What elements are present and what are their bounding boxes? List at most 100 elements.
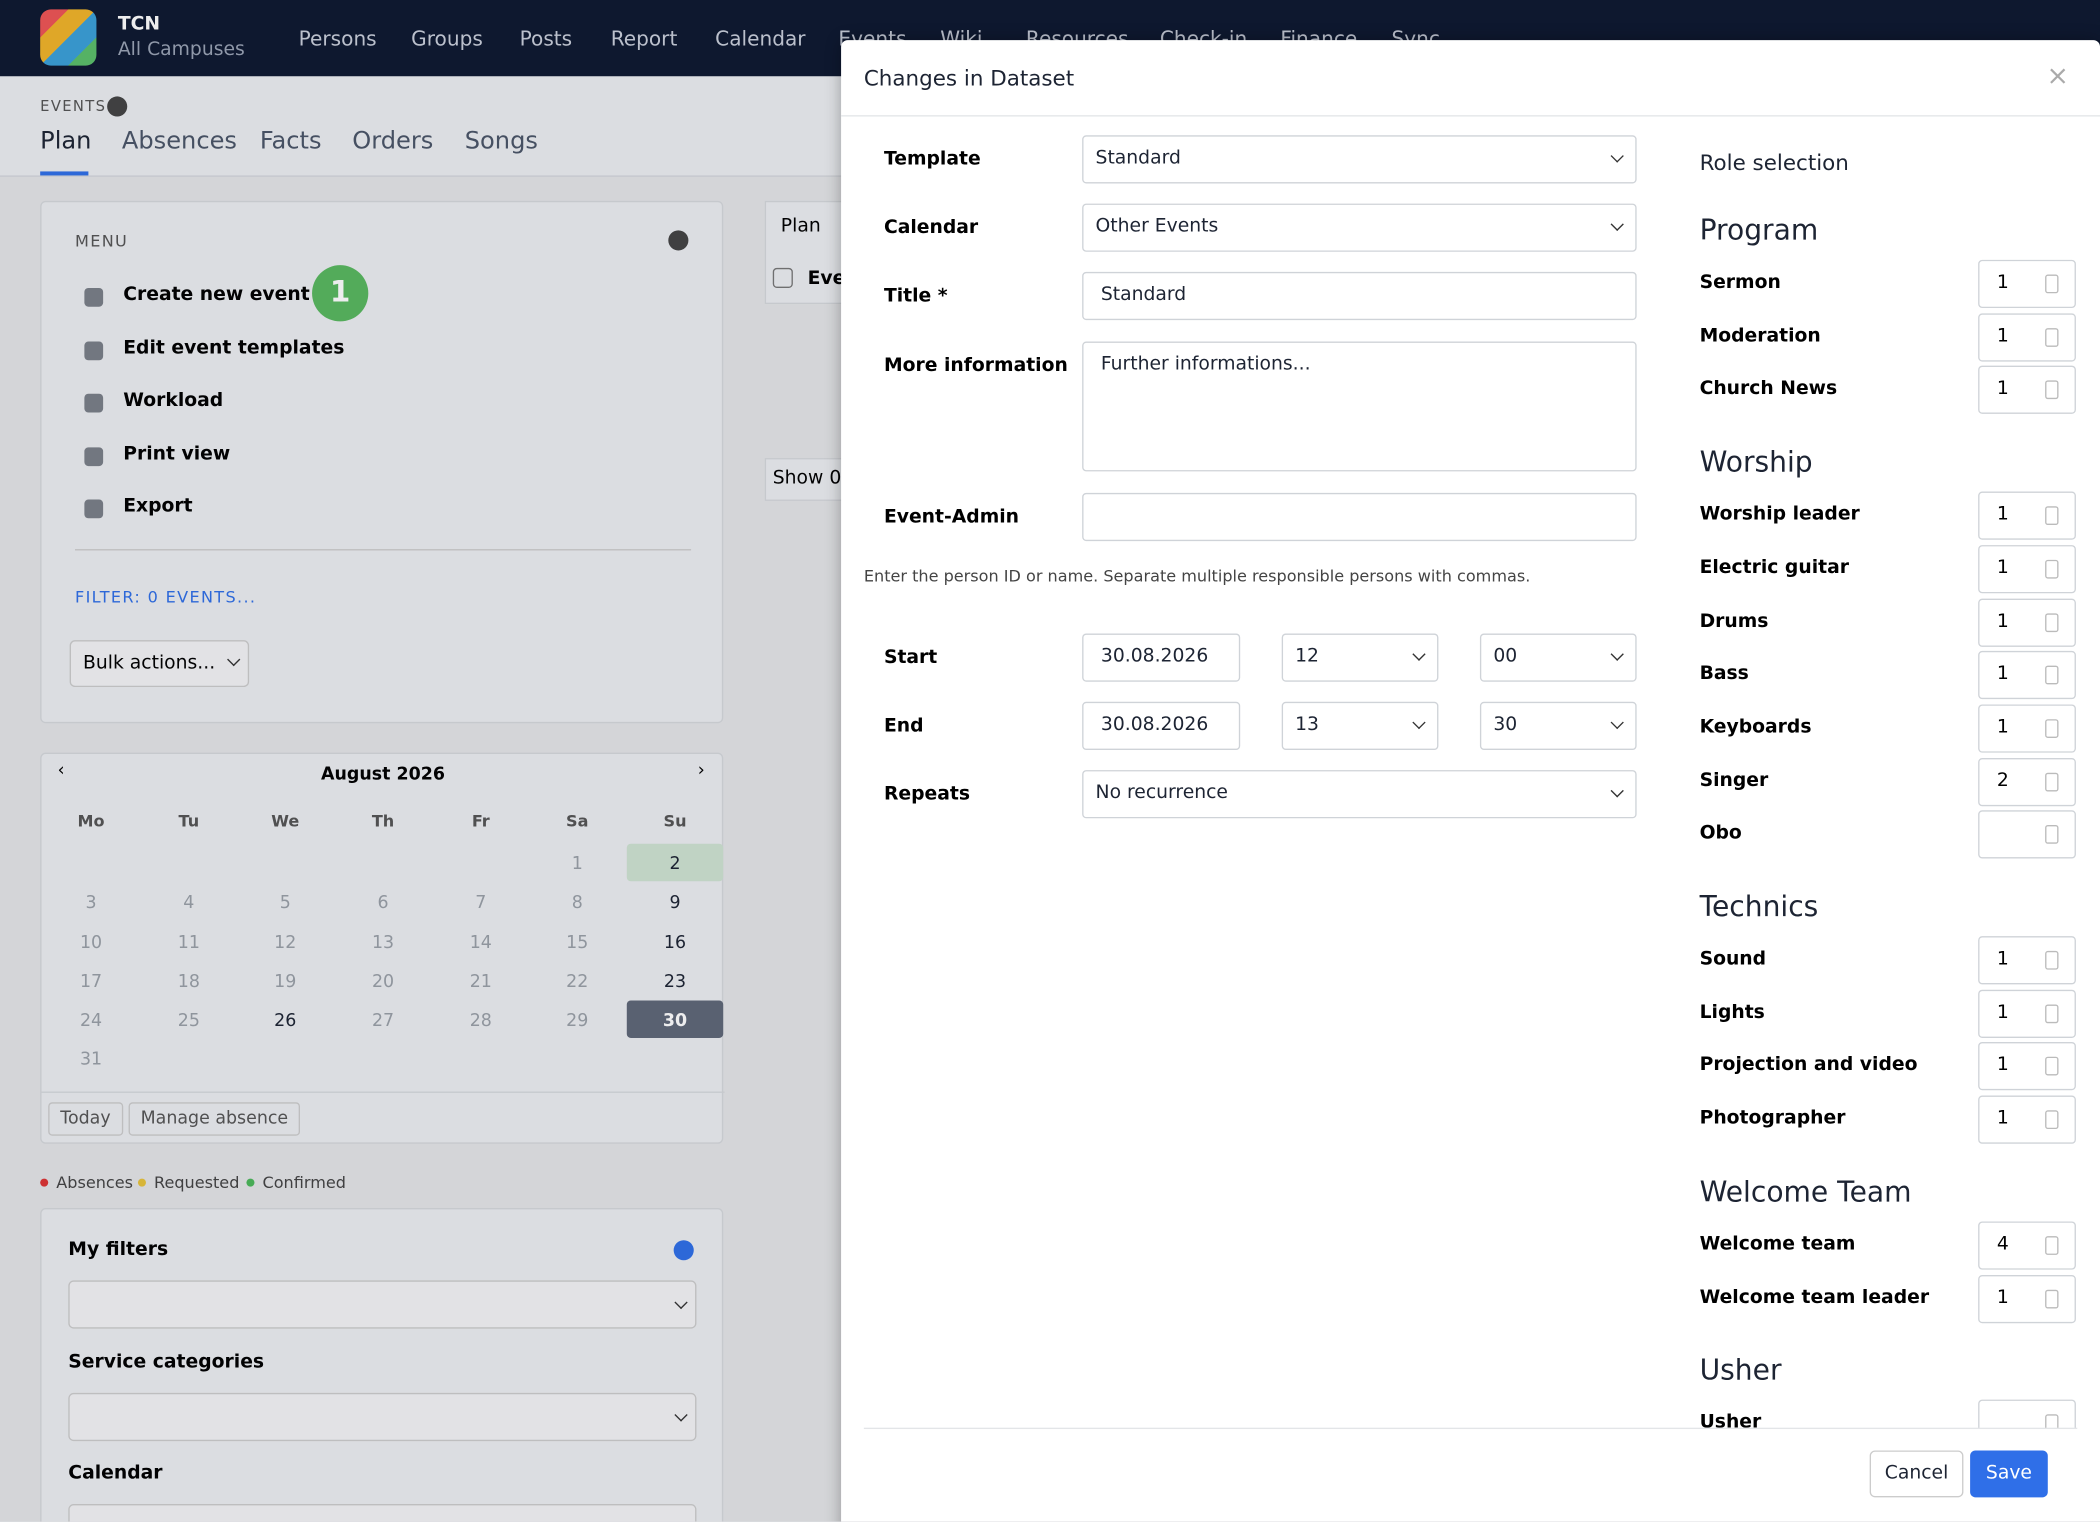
day[interactable]: 3 <box>85 893 97 914</box>
day[interactable]: 2 <box>669 854 681 875</box>
menu-item[interactable]: Workload <box>123 389 224 412</box>
role-count[interactable] <box>1978 810 2076 859</box>
role-count[interactable]: 1 <box>1978 1274 2076 1323</box>
role-count[interactable]: 1 <box>1978 1042 2076 1091</box>
next[interactable]: › <box>697 760 705 781</box>
day[interactable]: 25 <box>177 1011 200 1032</box>
day[interactable]: 7 <box>475 893 487 914</box>
day[interactable]: 22 <box>566 972 589 993</box>
tab[interactable]: Orders <box>352 127 434 156</box>
spinner <box>2045 612 2059 632</box>
prev[interactable]: ‹ <box>57 760 65 781</box>
day[interactable]: 8 <box>571 893 583 914</box>
nav-item[interactable]: Groups <box>411 26 483 51</box>
filter-select[interactable] <box>68 1280 697 1329</box>
date-input[interactable]: 30.08.2026 <box>1082 633 1241 682</box>
day[interactable]: 14 <box>469 933 492 954</box>
nav-item[interactable]: Calendar <box>715 26 806 51</box>
day[interactable]: 5 <box>279 893 291 914</box>
day[interactable]: 18 <box>177 972 200 993</box>
role-count[interactable] <box>1978 1399 2076 1430</box>
day[interactable]: 24 <box>79 1011 103 1032</box>
hour-select[interactable]: 13 <box>1281 701 1439 751</box>
role-label: Keyboards <box>1699 716 1812 738</box>
day[interactable]: 20 <box>371 972 395 993</box>
spinner <box>2045 380 2059 400</box>
chevron <box>1610 217 1624 231</box>
role-count[interactable]: 1 <box>1978 936 2076 985</box>
day[interactable]: 11 <box>177 933 200 954</box>
textarea[interactable]: Further informations... <box>1082 341 1637 472</box>
day[interactable]: 28 <box>469 1011 492 1032</box>
spinner <box>2045 1110 2059 1130</box>
day[interactable]: 9 <box>669 893 681 914</box>
nav-item[interactable]: Posts <box>519 26 573 51</box>
day[interactable]: 27 <box>371 1011 395 1032</box>
role-count[interactable]: 1 <box>1978 704 2076 753</box>
cancel-button[interactable]: Cancel <box>1869 1450 1964 1498</box>
tab[interactable]: Absences <box>121 127 237 156</box>
role-count[interactable]: 1 <box>1978 259 2076 309</box>
tab[interactable]: Facts <box>259 127 322 156</box>
tab[interactable]: Plan <box>40 127 92 156</box>
cal-btn[interactable]: Today <box>48 1102 123 1136</box>
day[interactable]: 4 <box>183 893 195 914</box>
menu-icon <box>84 340 104 360</box>
field-input[interactable]: Standard <box>1082 135 1637 184</box>
day[interactable]: 6 <box>377 893 389 914</box>
group-heading: Technics <box>1699 890 1819 923</box>
menu-item[interactable]: Edit event templates <box>123 336 345 359</box>
field-input[interactable]: Other Events <box>1082 203 1637 252</box>
campus[interactable]: All Campuses <box>117 38 245 61</box>
minute-select[interactable]: 00 <box>1479 633 1637 682</box>
cal-btn[interactable]: Manage absence <box>128 1102 301 1136</box>
day[interactable]: 29 <box>566 1011 589 1032</box>
role-count[interactable]: 1 <box>1978 491 2076 540</box>
menu-item[interactable]: Print view <box>123 443 231 465</box>
role-count[interactable]: 4 <box>1978 1221 2076 1270</box>
day[interactable]: 21 <box>469 972 492 993</box>
role-label: Sound <box>1699 948 1767 970</box>
role-count[interactable]: 1 <box>1978 989 2076 1038</box>
role-count[interactable]: 1 <box>1978 651 2076 700</box>
day[interactable]: 15 <box>566 933 589 954</box>
field-input[interactable]: Standard <box>1082 271 1637 321</box>
role-count[interactable]: 1 <box>1978 312 2076 362</box>
minute-select[interactable]: 30 <box>1479 701 1637 751</box>
tab[interactable]: Songs <box>464 127 538 156</box>
filter-select[interactable] <box>68 1392 697 1441</box>
bulk-select[interactable]: Bulk actions... <box>69 640 250 688</box>
day[interactable]: 23 <box>663 972 687 993</box>
save-button[interactable]: Save <box>1970 1450 2048 1498</box>
day[interactable]: 31 <box>79 1050 103 1071</box>
day[interactable]: 12 <box>274 933 297 954</box>
day[interactable]: 16 <box>663 933 687 954</box>
repeats-select[interactable]: No recurrence <box>1082 770 1637 819</box>
date-input[interactable]: 30.08.2026 <box>1082 701 1241 751</box>
role-count[interactable]: 1 <box>1978 1095 2076 1144</box>
role-count[interactable]: 2 <box>1978 757 2076 806</box>
role-count[interactable]: 1 <box>1978 366 2076 415</box>
admin-input[interactable] <box>1082 492 1637 542</box>
day[interactable]: 17 <box>79 972 103 993</box>
day[interactable]: 13 <box>371 933 395 954</box>
hour-select[interactable]: 12 <box>1281 633 1439 682</box>
day[interactable]: 19 <box>274 972 297 993</box>
nav-item[interactable]: Persons <box>298 26 377 51</box>
field-label: Template <box>883 148 981 171</box>
day[interactable]: 10 <box>79 933 103 954</box>
menu-item[interactable]: Export <box>123 496 193 518</box>
close-button[interactable]: × <box>2046 58 2069 92</box>
month: August 2026 <box>321 764 446 785</box>
nav-item[interactable]: Report <box>610 26 678 51</box>
day[interactable]: 26 <box>274 1011 297 1032</box>
day[interactable]: 1 <box>571 854 583 875</box>
group-heading: Welcome Team <box>1699 1175 1912 1208</box>
role-count[interactable]: 1 <box>1978 597 2076 647</box>
filter-link[interactable]: FILTER: 0 EVENTS... <box>75 587 257 607</box>
menu-item[interactable]: Create new event <box>123 283 310 306</box>
filter-select[interactable] <box>68 1504 697 1522</box>
role-count[interactable]: 1 <box>1978 544 2076 594</box>
day[interactable]: 30 <box>662 1011 688 1032</box>
field-label: Event-Admin <box>883 506 1020 528</box>
